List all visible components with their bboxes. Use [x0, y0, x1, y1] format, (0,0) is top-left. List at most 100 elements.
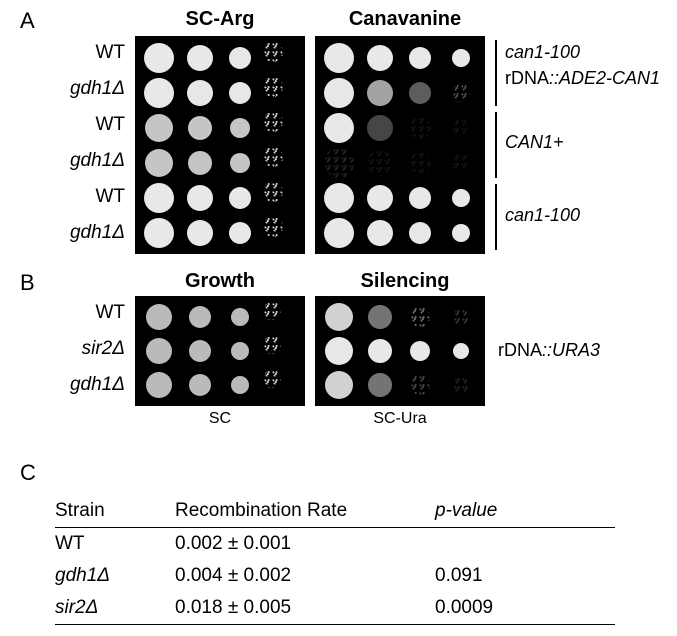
- spot: [368, 305, 392, 329]
- panel-b-plate-right: [315, 296, 485, 406]
- spot: [453, 309, 469, 325]
- spot: [146, 304, 172, 330]
- panel-b-row-1: sir2Δ: [35, 338, 125, 360]
- panel-a-plate-left: [135, 36, 305, 254]
- spot: [452, 154, 470, 172]
- spot: [187, 80, 213, 106]
- spot: [410, 307, 430, 327]
- spot: [367, 115, 393, 141]
- spot: [187, 185, 213, 211]
- panel-c-label: C: [20, 460, 36, 486]
- spot: [452, 224, 470, 242]
- spot: [230, 118, 250, 138]
- bracket-a-2: [495, 112, 497, 178]
- spot: [189, 340, 211, 362]
- panel-b-bottom-right: SC-Ura: [315, 410, 485, 428]
- panel-a-row-5: gdh1Δ: [35, 222, 125, 244]
- spot: [187, 220, 213, 246]
- spot: [263, 112, 283, 132]
- side-b: rDNA::URA3: [498, 340, 600, 361]
- td-pval: 0.091: [435, 565, 555, 587]
- spot: [263, 42, 283, 62]
- spot: [324, 218, 354, 248]
- spot: [324, 113, 354, 143]
- spot: [263, 336, 281, 354]
- td-strain: WT: [55, 533, 175, 555]
- table-body: WT 0.002 ± 0.001 gdh1Δ 0.004 ± 0.002 0.0…: [55, 528, 615, 625]
- panel-a-row-2: WT: [35, 114, 125, 136]
- spot: [263, 182, 283, 202]
- table-row: WT 0.002 ± 0.001: [55, 528, 615, 560]
- spot: [453, 343, 469, 359]
- spot: [144, 78, 174, 108]
- bracket-a-3: [495, 184, 497, 250]
- spot: [146, 372, 172, 398]
- table-row: gdh1Δ 0.004 ± 0.002 0.091: [55, 560, 615, 592]
- spot: [325, 337, 353, 365]
- side-a-2: CAN1+: [505, 132, 564, 153]
- td-strain: gdh1Δ: [55, 565, 175, 587]
- panel-b-bottom-left: SC: [135, 410, 305, 428]
- spot: [145, 149, 173, 177]
- panel-a-row-0: WT: [35, 42, 125, 64]
- panel-b-label: B: [20, 270, 35, 296]
- td-rate: 0.004 ± 0.002: [175, 565, 435, 587]
- panel-b-header-left: Growth: [140, 270, 300, 293]
- td-pval: [435, 533, 555, 555]
- spot: [368, 373, 392, 397]
- spot: [229, 82, 251, 104]
- spot: [368, 339, 392, 363]
- spot: [187, 45, 213, 71]
- spot: [229, 47, 251, 69]
- panel-b-plate-left: [135, 296, 305, 406]
- spot: [410, 375, 430, 395]
- panel-a-row-4: WT: [35, 186, 125, 208]
- panel-c-table: Strain Recombination Rate p-value WT 0.0…: [55, 495, 615, 625]
- spot: [367, 80, 393, 106]
- td-rate: 0.018 ± 0.005: [175, 597, 435, 619]
- panel-b-row-0: WT: [35, 302, 125, 324]
- spot: [409, 117, 431, 139]
- table-row: sir2Δ 0.018 ± 0.005 0.0009: [55, 592, 615, 624]
- spot: [409, 82, 431, 104]
- spot: [231, 342, 249, 360]
- panel-a-row-3: gdh1Δ: [35, 150, 125, 172]
- panel-b-row-2: gdh1Δ: [35, 374, 125, 396]
- spot: [325, 371, 353, 399]
- spot: [229, 222, 251, 244]
- spot: [230, 153, 250, 173]
- td-pval: 0.0009: [435, 597, 555, 619]
- side-a-3: can1-100: [505, 205, 580, 226]
- spot: [263, 370, 281, 388]
- spot: [410, 341, 430, 361]
- spot: [367, 185, 393, 211]
- spot: [229, 187, 251, 209]
- spot: [324, 148, 354, 178]
- panel-b-header-right: Silencing: [325, 270, 485, 293]
- spot: [263, 77, 283, 97]
- side-a-1-line1: can1-100: [505, 42, 580, 63]
- spot: [144, 183, 174, 213]
- spot: [144, 43, 174, 73]
- side-a-1-line2: rDNA::ADE2-CAN1: [505, 68, 660, 89]
- spot: [367, 150, 393, 176]
- spot: [324, 43, 354, 73]
- spot: [452, 49, 470, 67]
- spot: [144, 218, 174, 248]
- spot: [324, 183, 354, 213]
- spot: [231, 376, 249, 394]
- spot: [409, 47, 431, 69]
- spot: [324, 78, 354, 108]
- th-strain: Strain: [55, 500, 175, 522]
- td-strain: sir2Δ: [55, 597, 175, 619]
- spot: [263, 217, 283, 237]
- spot: [452, 84, 470, 102]
- spot: [452, 189, 470, 207]
- spot: [146, 338, 172, 364]
- panel-a-row-1: gdh1Δ: [35, 78, 125, 100]
- panel-a-header-right: Canavanine: [325, 8, 485, 31]
- panel-a-label: A: [20, 8, 35, 34]
- spot: [145, 114, 173, 142]
- bracket-a-1: [495, 40, 497, 106]
- spot: [367, 220, 393, 246]
